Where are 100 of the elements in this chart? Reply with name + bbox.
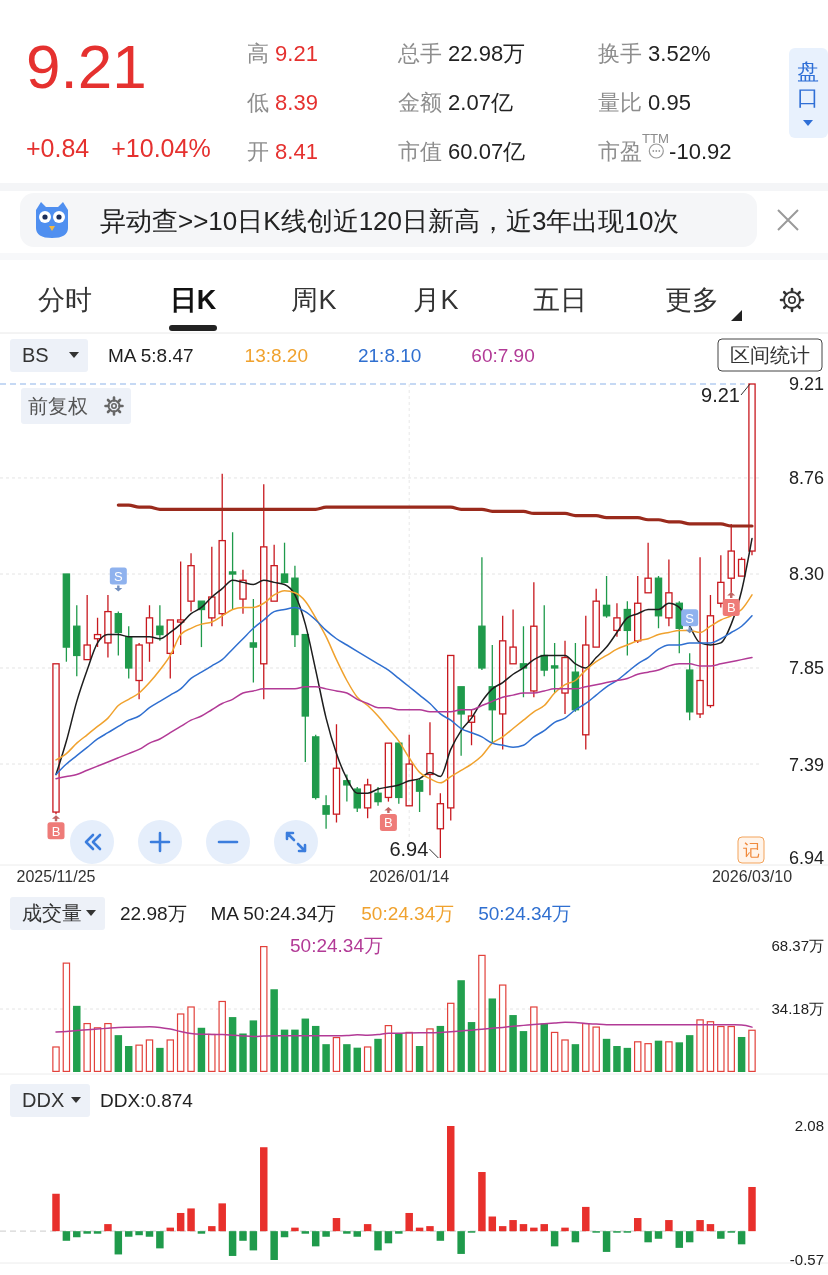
candlestick: [436, 792, 445, 859]
candlestick: [208, 546, 216, 627]
bar: [62, 962, 71, 1072]
bar: [187, 1208, 195, 1232]
y-tick-label: 8.30: [788, 564, 824, 585]
bar: [519, 1224, 528, 1232]
bar: [114, 1035, 123, 1072]
x-tick-label: 2025/11/25: [16, 868, 96, 885]
bar: [550, 1231, 559, 1247]
candlestick: [249, 598, 258, 684]
bar: [696, 1220, 704, 1232]
bar: [457, 1231, 465, 1254]
bar: [52, 1046, 60, 1072]
bar: [124, 1046, 133, 1072]
text: 日K: [169, 285, 217, 315]
x-tick-label: 2026/01/14: [369, 868, 450, 885]
bar: [52, 1193, 60, 1232]
y-tick-label: 68.37万: [771, 937, 824, 955]
bar: [665, 1041, 673, 1072]
candlestick: [748, 383, 756, 556]
candlestick: [73, 604, 81, 677]
text: 13:8.20: [244, 344, 309, 366]
text: 高 9.21: [247, 41, 318, 66]
bar: [613, 1046, 621, 1072]
bar: [571, 1044, 580, 1072]
bar: [156, 1231, 164, 1249]
bar: [260, 1147, 268, 1232]
bar: [93, 1027, 102, 1072]
candlestick: [187, 552, 195, 613]
bar: [665, 1220, 673, 1232]
bar: [706, 1224, 715, 1232]
candlestick: [104, 594, 112, 659]
bar: [384, 1025, 393, 1072]
bar: [436, 1231, 445, 1241]
bar: [83, 1231, 91, 1234]
text: 异动查>>10日K线创近120日新高，近3年出现10次: [100, 206, 680, 236]
y-tick-label: -0.57: [789, 1251, 824, 1269]
candlestick: [156, 604, 164, 642]
candlestick: [509, 608, 517, 665]
bar: [124, 1231, 133, 1237]
candlestick: [685, 652, 694, 721]
bar: [156, 1047, 164, 1072]
text: S: [685, 610, 695, 626]
candlestick: [696, 556, 704, 719]
bar: [228, 1231, 237, 1256]
bar: [104, 1022, 112, 1072]
bar: [145, 1231, 154, 1237]
candlestick: [644, 542, 652, 594]
bar: [249, 1231, 258, 1251]
bar: [363, 1224, 372, 1232]
bar: [353, 1047, 361, 1072]
text: 更多: [665, 285, 719, 315]
annotation: 6.94: [389, 838, 429, 860]
candlestick: [582, 615, 590, 751]
bar: [270, 1231, 278, 1260]
y-tick-label: 8.76: [788, 468, 824, 489]
text: B: [384, 815, 393, 831]
bar: [644, 1043, 652, 1072]
bar: [540, 1224, 548, 1232]
candlestick: [613, 602, 621, 638]
bar: [218, 1000, 226, 1072]
bar: [291, 1029, 299, 1072]
y-tick-label: 6.94: [788, 848, 824, 869]
bar: [384, 1231, 393, 1244]
candlestick: [218, 473, 226, 627]
annotation: 前复权: [28, 395, 88, 418]
candlestick: [374, 786, 382, 807]
bar: [519, 1031, 528, 1072]
bar: [644, 1231, 652, 1243]
text: MA 5:8.47: [108, 344, 194, 366]
candlestick: [530, 581, 538, 698]
x-tick-label: 2026/03/10: [711, 868, 793, 885]
bar: [395, 1033, 403, 1072]
bar: [571, 1231, 580, 1243]
bar: [592, 1026, 600, 1072]
candlestick: [457, 686, 465, 757]
candlestick: [83, 594, 91, 661]
candlestick: [602, 575, 611, 619]
bar: [633, 1041, 642, 1072]
text: 区间统计: [730, 344, 810, 367]
text: 月K: [413, 285, 459, 315]
bar: [208, 1226, 216, 1232]
candlestick: [166, 619, 175, 680]
bar: [343, 1044, 351, 1072]
candlestick: [665, 558, 673, 627]
series-label: B: [726, 600, 736, 616]
candlestick: [291, 565, 299, 648]
bar: [322, 1231, 330, 1237]
bar: [602, 1038, 611, 1072]
bar: [685, 1035, 694, 1072]
bar: [654, 1040, 663, 1072]
text: 市盈$^{TTM}$-10.92: [598, 131, 732, 164]
bar: [675, 1231, 684, 1248]
candlestick: [239, 569, 247, 615]
text: 50:24.34万: [290, 934, 383, 956]
text: 五日: [533, 285, 587, 315]
y-tick-label: 9.21: [788, 374, 824, 395]
bar: [73, 1231, 81, 1238]
legend-label: MA 50:24.34万: [210, 902, 337, 924]
candlestick: [176, 560, 185, 646]
